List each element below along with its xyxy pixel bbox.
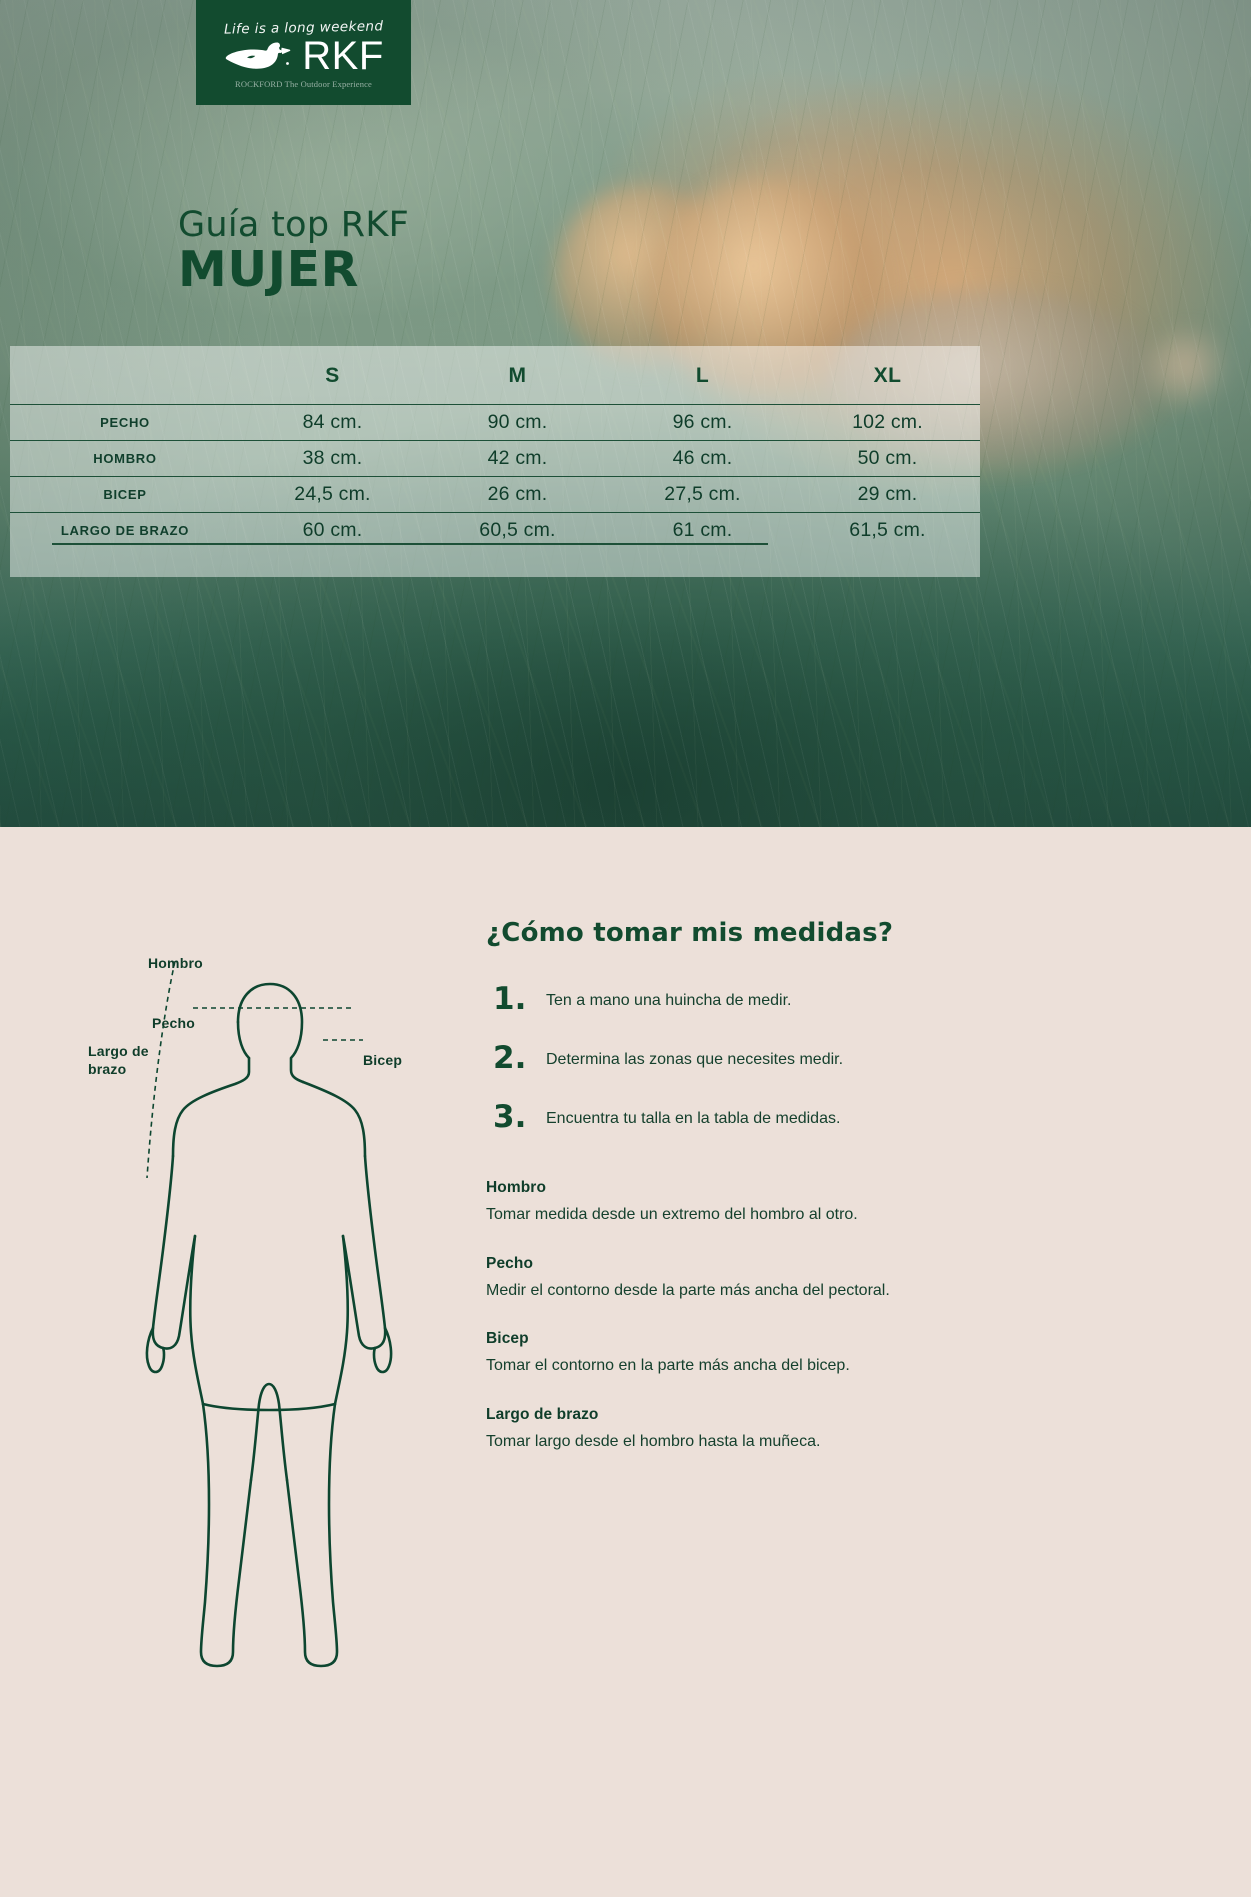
cell-largo-s: 60 cm. [240,512,425,549]
body-diagram [145,960,393,1668]
measure-title-pecho: Pecho [486,1254,534,1272]
figure-crotch [249,1382,289,1482]
largo-line-2: brazo [88,1060,127,1077]
cell-hombro-s: 38 cm. [240,440,425,477]
list-item: Bicep Tomar el contorno en la parte más … [486,1330,1186,1379]
cell-pecho-xl: 102 cm. [795,404,980,441]
cell-bicep-l: 27,5 cm. [610,476,795,513]
list-item: 3. Encuentra tu talla en la tabla de med… [486,1102,1186,1133]
page-title: Guía top RKF MUJER [178,205,409,298]
cell-largo-xl: 61,5 cm. [795,512,980,549]
measure-title-largo-de-brazo: Largo de brazo [486,1405,599,1423]
figure-waist-left [188,1234,205,1406]
figure-arm-right [341,1154,387,1350]
measure-body-pecho: Medir el contorno desde la parte más anc… [486,1281,890,1299]
cell-hombro-xl: 50 cm. [795,440,980,477]
measure-title-bicep: Bicep [486,1330,529,1348]
brand-lockup: RKF [223,36,384,76]
lion-cub-tail [1145,330,1235,410]
cell-largo-m: 60,5 cm. [425,512,610,549]
table-row: PECHO 84 cm. 90 cm. 96 cm. 102 cm. [10,404,980,441]
figure-waist-right [333,1234,350,1406]
list-item: Pecho Medir el contorno desde la parte m… [486,1255,1186,1304]
brand-logo: Life is a long weekend RKF ROCKFORD The … [196,0,411,105]
title-line-2: MUJER [178,241,359,298]
step-text-1: Ten a mano una huincha de medir. [546,992,792,1009]
figure-shoulder-right [301,1080,367,1158]
diagram-label-hombro: Hombro [148,955,203,971]
diagram-label-bicep: Bicep [363,1052,403,1068]
brand-tagline: Life is a long weekend [223,18,384,38]
howto-title: ¿Cómo tomar mis medidas? [486,918,894,948]
cell-bicep-s: 24,5 cm. [240,476,425,513]
diagram-label-largo-de-brazo: Largo de brazo [88,1043,149,1078]
row-label-pecho: PECHO [10,404,240,441]
size-column-s: S [325,364,340,387]
duck-icon [225,42,291,69]
list-item: 1. Ten a mano una huincha de medir. [486,984,1186,1015]
size-column-m: M [508,364,527,387]
list-item: Largo de brazo Tomar largo desde el homb… [486,1406,1186,1455]
measure-body-hombro: Tomar medida desde un extremo del hombro… [486,1206,858,1223]
size-column-l: L [695,364,710,387]
size-table-grid: S M L XL PECHO 84 cm. 90 cm. 96 cm. 102 … [10,346,980,549]
figure-shoulder-left [171,1056,251,1158]
table-row: LARGO DE BRAZO 60 cm. 60,5 cm. 61 cm. 61… [10,512,980,549]
size-table-header-row: S M L XL [10,346,980,405]
figure-leg-left [199,1402,253,1668]
cell-pecho-l: 96 cm. [610,404,795,441]
measure-body-largo-de-brazo: Tomar largo desde el hombro hasta la muñ… [486,1432,821,1450]
table-bottom-rule [52,543,768,545]
cell-pecho-s: 84 cm. [240,404,425,441]
row-label-largo-de-brazo: LARGO DE BRAZO [10,512,240,549]
figure-head [236,982,305,1084]
table-row: BICEP 24,5 cm. 26 cm. 27,5 cm. 29 cm. [10,476,980,513]
cell-largo-l: 61 cm. [610,512,795,549]
largo-line-1: Largo de [88,1043,149,1059]
step-text-2: Determina las zonas que necesites medir. [546,1051,844,1068]
figure-leg-right [285,1402,339,1668]
diagram-label-pecho: Pecho [152,1015,196,1031]
row-label-bicep: BICEP [10,476,240,513]
brand-name: RKF [302,33,384,78]
cell-hombro-m: 42 cm. [425,440,610,477]
size-table-corner [10,346,240,405]
row-label-hombro: HOMBRO [10,440,240,477]
size-table: S M L XL PECHO 84 cm. 90 cm. 96 cm. 102 … [10,346,980,577]
instructions-section [0,827,1251,1897]
size-column-xl: XL [873,364,902,387]
list-item: 2. Determina las zonas que necesites med… [486,1043,1186,1074]
cell-bicep-m: 26 cm. [425,476,610,513]
step-text-3: Encuentra tu talla en la tabla de medida… [546,1110,841,1127]
figure-arm-left [151,1154,197,1350]
step-number-1: 1. [493,981,527,1017]
title-line-1: Guía top RKF [178,205,410,245]
figure-hand-left [145,1326,166,1374]
cell-pecho-m: 90 cm. [425,404,610,441]
instructions-column: ¿Cómo tomar mis medidas? 1. Ten a mano u… [486,918,1186,1481]
howto-steps: 1. Ten a mano una huincha de medir. 2. D… [486,984,1186,1133]
cell-bicep-xl: 29 cm. [795,476,980,513]
figure-hand-right [372,1326,393,1374]
step-number-3: 3. [493,1099,527,1135]
measurement-definitions: Hombro Tomar medida desde un extremo del… [486,1179,1186,1454]
list-item: Hombro Tomar medida desde un extremo del… [486,1179,1186,1228]
cell-hombro-l: 46 cm. [610,440,795,477]
brand-subtitle: ROCKFORD The Outdoor Experience [235,79,372,89]
measure-title-hombro: Hombro [486,1179,547,1196]
table-row: HOMBRO 38 cm. 42 cm. 46 cm. 50 cm. [10,440,980,477]
measure-body-bicep: Tomar el contorno en la parte más ancha … [486,1357,850,1375]
figure-hip-line [201,1402,337,1412]
step-number-2: 2. [493,1040,527,1076]
